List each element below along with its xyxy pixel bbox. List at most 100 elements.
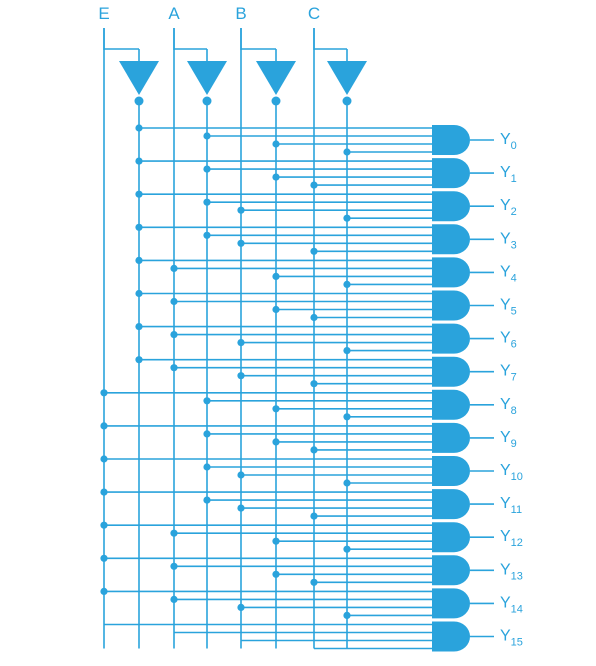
output-letter: Y <box>500 429 511 446</box>
junction-dot <box>237 603 245 612</box>
junction-dot <box>100 521 108 529</box>
and-gate-y1 <box>432 158 470 189</box>
junction-dot <box>135 157 143 165</box>
junction-dot <box>272 272 280 280</box>
and-gate-y5 <box>432 290 470 321</box>
junction-dot <box>170 364 178 372</box>
and-gate-y13 <box>432 555 470 586</box>
junction-dot <box>100 455 108 463</box>
output-subscript: 4 <box>511 272 517 284</box>
output-label-y2: Y2 <box>500 197 517 218</box>
output-subscript: 6 <box>511 339 517 351</box>
junction-dot <box>343 413 351 421</box>
output-label-y14: Y14 <box>500 594 523 615</box>
junction-dot <box>343 545 351 553</box>
and-gate-y2 <box>432 191 470 222</box>
output-label-y1: Y1 <box>500 164 517 185</box>
output-subscript: 2 <box>511 206 517 218</box>
inverter-a <box>187 61 227 95</box>
junction-dot <box>310 578 318 586</box>
junction-dots <box>100 124 351 620</box>
output-label-y3: Y3 <box>500 230 517 251</box>
junction-dot <box>100 488 108 496</box>
inverter-b <box>256 61 296 95</box>
output-letter: Y <box>500 594 511 611</box>
junction-dot <box>170 595 178 604</box>
junction-dot <box>100 587 108 596</box>
and-gate-y9 <box>432 422 470 453</box>
junction-dot <box>100 389 108 397</box>
junction-dot <box>203 165 211 173</box>
junction-dot <box>135 223 143 231</box>
junction-dot <box>343 214 351 222</box>
junction-dot <box>272 305 280 314</box>
junction-dot <box>272 173 280 181</box>
junction-dot <box>203 397 211 405</box>
output-label-y11: Y11 <box>500 495 522 516</box>
output-label-y5: Y5 <box>500 297 517 318</box>
output-subscript: 11 <box>511 504 522 516</box>
inverter-c <box>327 61 367 95</box>
junction-dot <box>237 239 245 247</box>
junction-dot <box>203 132 211 140</box>
output-subscript: 14 <box>511 603 523 615</box>
output-letter: Y <box>500 263 511 280</box>
output-subscript: 8 <box>511 405 517 417</box>
output-letter: Y <box>500 197 511 214</box>
junction-dot <box>310 247 318 255</box>
junction-dot <box>203 463 211 471</box>
junction-dot <box>203 231 211 239</box>
inverter-bubble <box>202 96 212 106</box>
and-gate-y3 <box>432 224 470 255</box>
output-letter: Y <box>500 164 511 181</box>
junction-dot <box>272 438 280 446</box>
junction-dot <box>135 356 143 364</box>
inverters <box>119 61 367 106</box>
output-subscript: 13 <box>511 570 523 582</box>
output-label-y13: Y13 <box>500 561 523 582</box>
output-letter: Y <box>500 628 511 645</box>
junction-dot <box>343 148 351 156</box>
output-letter: Y <box>500 230 511 247</box>
junction-dot <box>343 479 351 487</box>
output-subscript: 1 <box>511 173 517 185</box>
junction-dot <box>170 331 178 339</box>
junction-dot <box>135 289 143 298</box>
output-label-y9: Y9 <box>500 429 517 450</box>
inverter-bubble <box>342 96 352 106</box>
input-label-a: A <box>168 4 180 23</box>
and-gate-y4 <box>432 257 470 288</box>
and-gate-y15 <box>432 621 470 652</box>
and-gate-y12 <box>432 522 470 553</box>
output-subscript: 12 <box>511 537 523 549</box>
output-label-y0: Y0 <box>500 131 517 152</box>
junction-dot <box>135 124 143 132</box>
output-label-y8: Y8 <box>500 396 517 417</box>
inverter-bubble <box>134 96 144 106</box>
junction-dot <box>272 537 280 545</box>
output-subscript: 9 <box>511 438 517 450</box>
output-subscript: 7 <box>511 372 517 384</box>
junction-dot <box>310 181 318 189</box>
junction-dot <box>170 529 178 537</box>
junction-dot <box>100 554 108 562</box>
junction-dot <box>237 206 245 214</box>
input-label-b: B <box>235 4 246 23</box>
and-gate-y0 <box>432 125 470 155</box>
junction-dot <box>135 323 143 331</box>
and-gate-y7 <box>432 356 470 387</box>
output-letter: Y <box>500 363 511 380</box>
output-letter: Y <box>500 528 511 545</box>
junction-dot <box>203 198 211 206</box>
junction-dot <box>310 446 318 454</box>
junction-dot <box>135 256 143 264</box>
output-subscript: 5 <box>511 306 517 318</box>
output-letter: Y <box>500 462 511 479</box>
output-letter: Y <box>500 330 511 347</box>
output-label-y7: Y7 <box>500 363 517 384</box>
input-label-c: C <box>308 4 320 23</box>
and-gate-y14 <box>432 588 470 619</box>
output-letter: Y <box>500 561 511 578</box>
junction-dot <box>237 504 245 512</box>
and-gate-y8 <box>432 389 470 420</box>
